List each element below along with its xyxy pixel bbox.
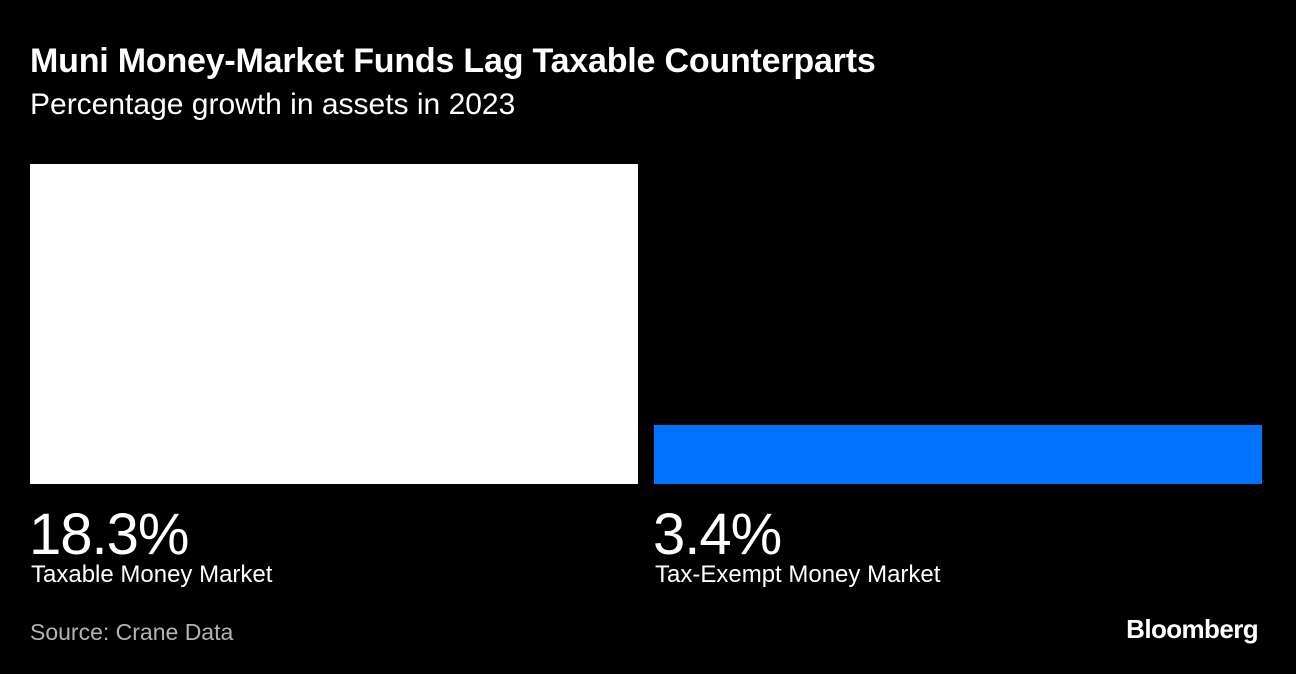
category-label-2: Tax-Exempt Money Market [655, 561, 941, 588]
value-label-2: 3.4% [653, 502, 782, 567]
chart-title: Muni Money-Market Funds Lag Taxable Coun… [30, 42, 876, 80]
source-note: Source: Crane Data [30, 619, 234, 645]
chart-subtitle: Percentage growth in assets in 2023 [30, 88, 516, 121]
bar-1 [30, 164, 638, 484]
bloomberg-logo: Bloomberg [1126, 614, 1258, 644]
bar-2 [654, 425, 1262, 484]
category-label-1: Taxable Money Market [31, 561, 273, 588]
value-label-1: 18.3% [29, 502, 189, 567]
